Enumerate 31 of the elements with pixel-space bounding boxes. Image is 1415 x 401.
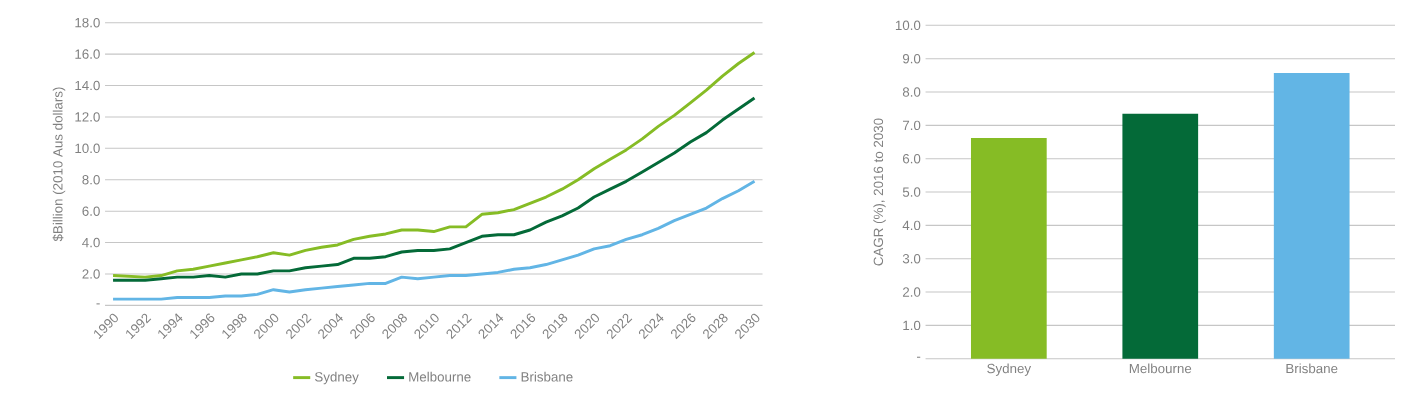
y-tick-label: 8.0 (902, 87, 921, 97)
y-tick-label: 14.0 (75, 80, 100, 91)
y-tick-label: 18.0 (75, 17, 100, 28)
y-tick-label: 7.0 (902, 120, 921, 130)
y-tick-label: 5.0 (902, 187, 921, 197)
legend-label: Brisbane (521, 371, 573, 382)
y-tick-label: 8.0 (82, 174, 100, 185)
y-tick-label: 10.0 (75, 143, 100, 153)
y-tick-label: 4.0 (82, 237, 100, 248)
y-tick-label: 2.0 (902, 287, 921, 297)
x-tick-label: Brisbane (1286, 363, 1338, 374)
bar (1273, 72, 1350, 359)
y-tick-label: 16.0 (75, 49, 100, 59)
y-tick-label: 3.0 (902, 253, 921, 264)
legend-label: Melbourne (409, 371, 471, 382)
x-tick-label: Sydney (987, 363, 1032, 376)
x-tick-label: Melbourne (1129, 363, 1192, 374)
y-tick-label: 6.0 (902, 153, 921, 164)
y-tick-label: - (916, 356, 921, 358)
y-tick-label: 4.0 (902, 220, 921, 230)
y-tick-label: 12.0 (75, 112, 100, 122)
y-axis-title: $Billion (2010 Aus dollars) (52, 87, 66, 242)
y-tick-label: - (96, 303, 100, 305)
y-tick-label: 10.0 (895, 20, 921, 30)
bar (970, 137, 1047, 359)
y-tick-label: 1.0 (903, 320, 921, 330)
y-tick-label: 2.0 (82, 269, 100, 279)
y-axis-title: CAGR (%), 2016 to 2030 (873, 118, 886, 266)
y-tick-label: 9.0 (902, 53, 921, 64)
y-tick-label: 6.0 (82, 206, 100, 216)
bar (1122, 113, 1199, 359)
